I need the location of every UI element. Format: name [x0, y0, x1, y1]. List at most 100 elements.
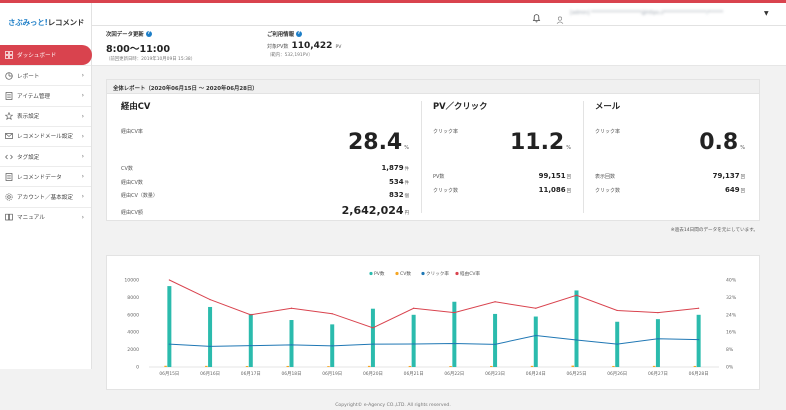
sidebar-item-4[interactable]: レコメンドメール設定 › — [0, 125, 91, 146]
sidebar-item-label: タグ設定 — [17, 154, 40, 161]
line-click-rate-point — [372, 343, 374, 345]
y-tick-right: 16% — [726, 330, 737, 336]
metric-row: CV数 1,879件 — [121, 164, 409, 172]
line-cv-rate-point — [453, 312, 455, 314]
bar-cv — [530, 365, 534, 367]
line-cv-rate-point — [331, 313, 333, 315]
line-click-rate — [169, 334, 699, 347]
bar-pv — [289, 320, 294, 367]
line-cv-rate — [169, 279, 699, 329]
line-click-rate-point — [494, 343, 496, 345]
column-title: 経由CV — [121, 101, 151, 111]
gear-icon — [5, 193, 13, 201]
column-divider — [421, 101, 422, 213]
bar-cv — [286, 365, 289, 367]
metric-value: 79,137 — [712, 172, 740, 180]
metric-unit: 個 — [404, 194, 409, 199]
metric-value: 832 — [388, 191, 404, 199]
rate-label: クリック率 — [433, 129, 459, 135]
line-cv-rate-point — [168, 279, 170, 281]
bell-icon[interactable] — [532, 8, 541, 27]
sidebar-item-2[interactable]: アイテム管理 › — [0, 85, 91, 105]
sidebar-item-6[interactable]: レコメンドデータ › — [0, 166, 91, 186]
brand-logo[interactable]: さぶみっと!レコメンド — [8, 18, 85, 27]
report-title: 全体レポート（2020年06月15日 ～ 2020年06月28日） — [107, 80, 759, 94]
bar-pv — [370, 308, 375, 367]
line-cv-rate-point — [209, 298, 211, 301]
bar-pv — [574, 290, 579, 367]
metric-label: 表示回数 — [595, 174, 616, 180]
metric-unit: 回 — [740, 189, 745, 194]
line-cv-rate-point — [535, 307, 537, 309]
y-tick-left: 8000 — [127, 295, 139, 301]
metric-value: 1,879 — [381, 164, 404, 172]
column-title: PV／クリック — [433, 101, 488, 111]
usage-label: ご利用情報 — [267, 32, 294, 38]
user-account-label[interactable]: [admin] ********************@https://***… — [570, 10, 724, 16]
column-divider — [583, 101, 584, 213]
bar-cv — [490, 365, 493, 367]
metric-row: クリック数 11,086回 — [433, 186, 571, 194]
sidebar-item-5[interactable]: タグ設定 › — [0, 145, 91, 166]
metric-row: クリック数 649回 — [595, 186, 745, 194]
bar-pv — [655, 319, 660, 367]
metric-unit: 円 — [404, 211, 409, 216]
sidebar-item-3[interactable]: 表示設定 › — [0, 105, 91, 126]
legend-label: 経由CV率 — [460, 270, 481, 277]
sidebar-item-label: ダッシュボード — [17, 53, 57, 60]
line-cv-rate-point — [290, 307, 293, 309]
sidebar-item-label: レコメンドメール設定 — [17, 134, 73, 141]
daily-chart: 0 2000 4000 6000 8000 10000 0% 8% 16% 24% 32% 40% 06… — [106, 255, 760, 390]
x-tick-label: 06月27日 — [648, 371, 668, 377]
sidebar-item-0[interactable]: ダッシュボード — [0, 45, 92, 66]
sidebar-item-8[interactable]: マニュアル › — [0, 206, 91, 227]
metric-row: 経由CV（数量） 832個 — [121, 191, 409, 199]
chevron-right-icon: › — [81, 213, 84, 221]
next-update-time: 8:00～11:00 — [106, 44, 170, 55]
metric-row: 経由CV数 534件 — [121, 178, 409, 186]
top-accent-bar — [0, 0, 786, 3]
pv-sub: （範内：532,191PV） — [267, 53, 313, 58]
line-cv-rate-point — [250, 314, 252, 316]
daily-chart-svg: 0 2000 4000 6000 8000 10000 0% 8% 16% 24% 32% 40% 06… — [124, 270, 737, 377]
pv-key: 対象PV数 — [267, 44, 289, 50]
metric-label: クリック数 — [433, 188, 459, 194]
metric-value: 2,642,024 — [341, 204, 404, 217]
metric-label: 経由CV額 — [121, 210, 143, 216]
line-cv-rate-point — [372, 327, 374, 329]
x-tick-label: 06月21日 — [404, 371, 424, 377]
line-click-rate-point — [698, 338, 700, 341]
bar-pv — [208, 306, 213, 367]
sidebar-item-label: アイテム管理 — [17, 93, 51, 100]
metric-row: PV数 99,151回 — [433, 172, 571, 180]
chevron-down-icon[interactable]: ▼ — [764, 10, 769, 17]
y-tick-right: 0% — [726, 365, 734, 371]
bar-pv — [533, 316, 538, 367]
y-tick-left: 4000 — [127, 330, 139, 336]
line-click-rate-point — [331, 345, 333, 347]
chevron-right-icon: › — [81, 193, 84, 201]
x-tick-label: 06月26日 — [607, 371, 627, 377]
line-click-rate-point — [535, 334, 537, 337]
help-icon[interactable]: ? — [145, 31, 152, 37]
sidebar-item-7[interactable]: アカウント／基本設定 › — [0, 186, 91, 206]
metric-label: CV数 — [121, 166, 133, 172]
chevron-right-icon: › — [81, 152, 84, 160]
line-click-rate-point — [575, 339, 578, 341]
rate-value: 28.4% — [347, 130, 409, 155]
metric-value: 11,086 — [538, 186, 566, 194]
metric-unit: 回 — [740, 175, 745, 180]
line-click-rate-point — [616, 343, 618, 345]
line-click-rate-point — [209, 345, 211, 347]
x-tick-label: 06月16日 — [200, 371, 220, 377]
sidebar-item-1[interactable]: レポート › — [0, 65, 91, 85]
bar-cv — [245, 366, 249, 367]
x-tick-label: 06月19日 — [322, 371, 342, 377]
pv-unit: PV — [335, 45, 342, 50]
help-icon[interactable]: ? — [295, 31, 302, 37]
user-icon[interactable] — [556, 9, 564, 28]
bar-cv — [367, 365, 371, 367]
line-cv-rate-point — [494, 301, 496, 303]
bar-pv — [248, 313, 253, 367]
usage-block: ご利用情報? 対象PV数 110,422 PV （範内：532,191PV） — [267, 30, 341, 58]
